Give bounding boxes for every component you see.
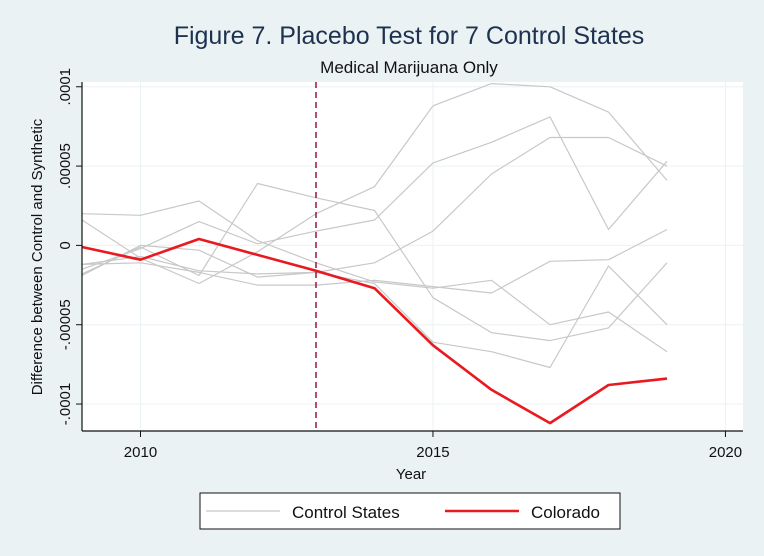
series-line-control-state-5 [81, 228, 668, 294]
x-ticks: 2010 2015 2020 [124, 431, 742, 461]
legend-label-control-states: Control States [292, 503, 400, 522]
series-line-control-state-6 [81, 136, 668, 278]
x-tick-label: 2020 [709, 444, 742, 461]
y-tick-label: -.0001 [57, 383, 74, 426]
legend-label-colorado: Colorado [531, 503, 600, 522]
chart-title: Figure 7. Placebo Test for 7 Control Sta… [174, 22, 645, 50]
series-line-control-state-1 [81, 82, 668, 285]
series-line-control-state-2 [81, 200, 668, 353]
y-axis-label: Difference between Control and Synthetic [29, 118, 46, 395]
series-line-control-state-3 [81, 116, 668, 270]
series-line-control-state-7 [81, 255, 668, 369]
y-tick-label: -.00005 [57, 299, 74, 350]
y-tick-label: .0001 [57, 68, 74, 106]
x-axis-label: Year [396, 466, 426, 483]
series-layer [81, 82, 668, 425]
legend: Control States Colorado [199, 492, 621, 530]
x-tick-label: 2015 [416, 444, 449, 461]
y-tick-label: .00005 [57, 143, 74, 189]
chart-subtitle: Medical Marijuana Only [320, 58, 498, 77]
series-line-colorado [81, 237, 668, 425]
y-ticks: .0001 .00005 0 -.00005 -.0001 [57, 68, 82, 425]
y-tick-label: 0 [57, 241, 74, 249]
x-tick-label: 2010 [124, 444, 157, 461]
